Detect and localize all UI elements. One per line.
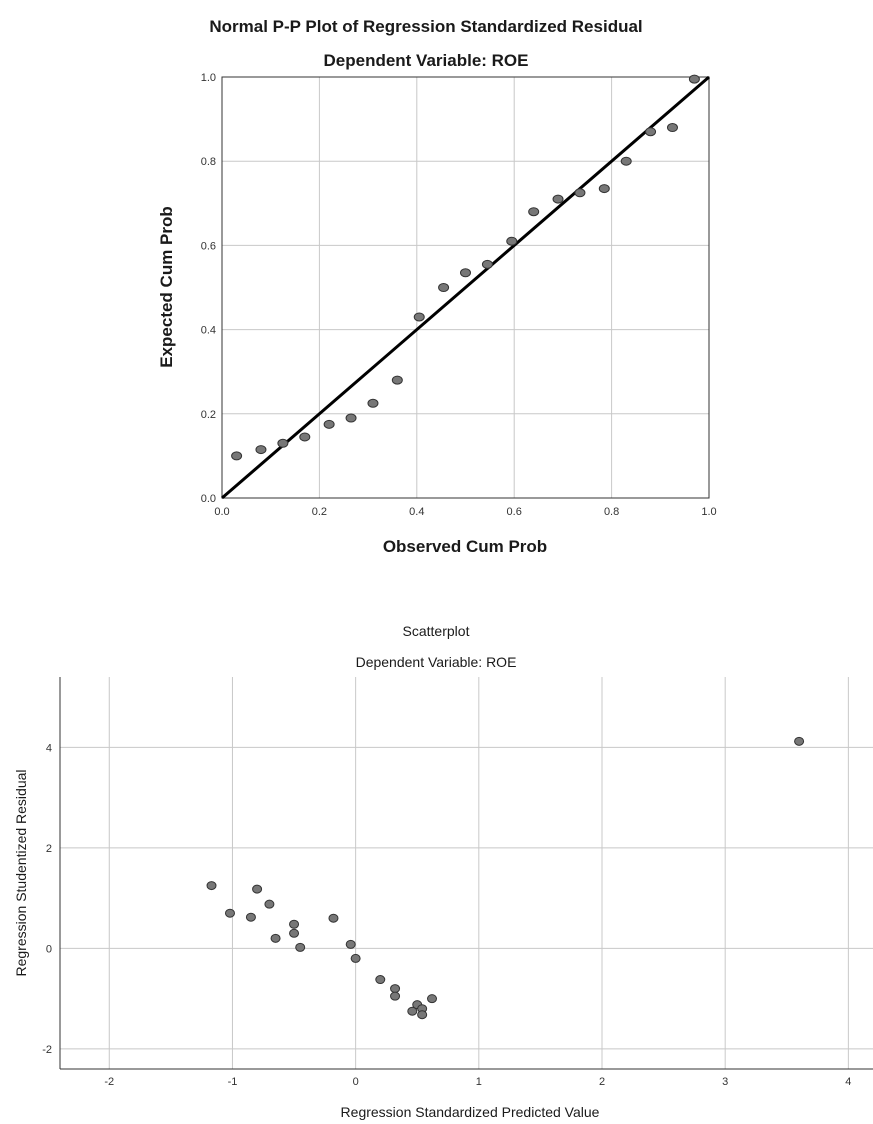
pp-plot: Normal P-P Plot of Regression Standardiz… (157, 17, 717, 556)
pp-y-ticks: 0.0 0.2 0.4 0.6 0.8 1.0 (201, 72, 216, 505)
pp-point (413, 312, 425, 322)
scatter-point (350, 953, 361, 963)
pp-point (345, 413, 357, 423)
pp-point (460, 268, 471, 278)
scatter-point (252, 884, 263, 894)
scatter-point (224, 908, 235, 918)
scatter-point (345, 939, 356, 949)
scatter-point (289, 928, 300, 938)
scatter-y-tick-label: 4 (46, 742, 52, 754)
scatter-y-tick-label: 2 (46, 843, 52, 855)
scatter-x-axis-title: Regression Standardized Predicted Value (341, 1104, 600, 1120)
scatter-x-tick-label: 1 (476, 1076, 482, 1088)
pp-point (645, 127, 657, 137)
pp-point (391, 375, 403, 385)
pp-point (666, 123, 678, 133)
pp-y-axis-title: Expected Cum Prob (157, 206, 176, 368)
scatter-point (264, 899, 275, 909)
scatter-point (375, 975, 386, 985)
scatter-y-tick-label: -2 (42, 1044, 52, 1056)
pp-point (367, 398, 379, 408)
scatter-point (390, 984, 401, 994)
scatter-point (289, 919, 300, 929)
scatter-title: Scatterplot (403, 623, 470, 639)
pp-x-axis-title: Observed Cum Prob (383, 537, 547, 556)
scatter-point (295, 942, 306, 952)
pp-x-tick-label: 0.2 (312, 506, 327, 518)
scatter-y-ticks: -2 0 2 4 (42, 742, 52, 1056)
scatter-subtitle: Dependent Variable: ROE (356, 654, 517, 670)
pp-point (438, 283, 450, 292)
residual-scatterplot: Scatterplot Dependent Variable: ROE -2 -1… (13, 623, 873, 1120)
scatter-x-tick-label: 2 (599, 1076, 605, 1088)
pp-plot-subtitle: Dependent Variable: ROE (324, 51, 529, 70)
scatter-y-axis-title: Regression Studentized Residual (13, 769, 29, 976)
pp-x-tick-label: 0.0 (214, 506, 229, 518)
scatter-x-ticks: -2 -1 0 1 2 3 4 (104, 1076, 851, 1088)
pp-point (299, 432, 311, 442)
scatter-point (794, 736, 805, 746)
pp-point (620, 156, 632, 166)
pp-x-tick-label: 1.0 (701, 506, 716, 518)
scatter-x-tick-label: -1 (228, 1076, 238, 1088)
scatter-x-tick-label: -2 (104, 1076, 114, 1088)
scatter-x-tick-label: 0 (353, 1076, 359, 1088)
pp-y-tick-label: 0.2 (201, 409, 216, 421)
pp-y-tick-label: 0.8 (201, 156, 216, 168)
pp-x-tick-label: 0.6 (507, 506, 522, 518)
pp-point (255, 445, 267, 455)
scatter-point (390, 991, 401, 1001)
pp-point (481, 259, 493, 269)
pp-y-tick-label: 0.4 (201, 325, 216, 337)
pp-point (552, 194, 564, 204)
scatter-point (328, 913, 339, 923)
pp-grid (222, 77, 709, 498)
pp-x-tick-label: 0.4 (409, 506, 424, 518)
scatter-points (206, 736, 805, 1020)
pp-point (574, 188, 586, 198)
pp-point (506, 236, 518, 246)
pp-points (231, 74, 700, 461)
scatter-x-tick-label: 3 (722, 1076, 728, 1088)
scatter-point (417, 1010, 428, 1020)
pp-x-tick-label: 0.8 (604, 506, 619, 518)
scatter-point (270, 933, 281, 943)
scatter-point (427, 994, 438, 1004)
pp-point (277, 438, 289, 448)
scatter-y-tick-label: 0 (46, 943, 52, 955)
pp-reference-line (221, 75, 710, 500)
pp-plot-frame (221, 76, 710, 499)
pp-point (323, 419, 335, 429)
scatter-grid (60, 677, 873, 1069)
pp-y-tick-label: 1.0 (201, 72, 216, 84)
pp-y-tick-label: 0.6 (201, 240, 216, 252)
pp-x-ticks: 0.0 0.2 0.4 0.6 0.8 1.0 (214, 506, 716, 518)
scatter-point (407, 1006, 418, 1016)
scatter-x-tick-label: 4 (845, 1076, 851, 1088)
scatter-plot-area (60, 677, 873, 1069)
pp-plot-title: Normal P-P Plot of Regression Standardiz… (209, 17, 642, 36)
pp-y-tick-label: 0.0 (201, 493, 216, 505)
pp-point (598, 184, 610, 194)
pp-point (528, 207, 540, 217)
pp-point (688, 74, 700, 84)
pp-point (231, 451, 243, 461)
scatter-point (206, 881, 217, 891)
scatter-point (245, 912, 256, 922)
